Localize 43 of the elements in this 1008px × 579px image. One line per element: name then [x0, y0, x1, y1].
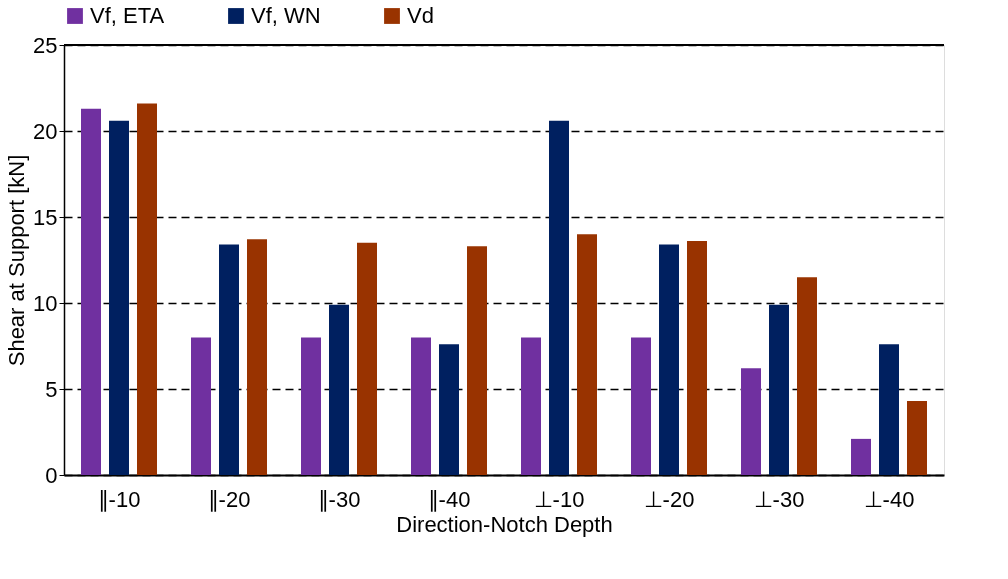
bar — [631, 337, 651, 475]
bar — [659, 244, 679, 475]
bar — [549, 120, 569, 475]
legend-label: Vd — [407, 3, 434, 28]
bar — [191, 337, 211, 475]
bar — [467, 246, 487, 475]
x-tick-label: ⊥-10 — [533, 486, 585, 512]
bar — [797, 277, 817, 475]
bar — [439, 344, 459, 475]
y-tick-label: 5 — [45, 376, 58, 402]
y-tick-label: 15 — [33, 204, 58, 230]
bar — [521, 337, 541, 475]
bar — [219, 244, 239, 475]
bar — [907, 401, 927, 475]
x-tick-label: ∥-40 — [427, 486, 471, 512]
bar — [301, 337, 321, 475]
x-tick-label: ⊥-20 — [643, 486, 695, 512]
bar — [329, 304, 349, 475]
legend-label: Vf, WN — [251, 3, 321, 28]
y-tick-label: 20 — [33, 118, 58, 144]
bar — [247, 239, 267, 475]
bar — [879, 344, 899, 475]
x-tick-label: ∥-30 — [317, 486, 361, 512]
x-axis-title: Direction-Notch Depth — [396, 511, 613, 537]
bar — [411, 337, 431, 475]
y-tick-label: 10 — [33, 290, 58, 316]
x-tick-label: ∥-10 — [97, 486, 141, 512]
bar — [357, 242, 377, 475]
bar — [137, 103, 157, 475]
y-tick-label: 0 — [45, 462, 58, 488]
legend-label: Vf, ETA — [90, 3, 165, 28]
x-tick-label: ∥-20 — [207, 486, 251, 512]
bar — [81, 108, 101, 475]
y-tick-label: 25 — [33, 32, 58, 58]
bar — [687, 241, 707, 475]
bar — [577, 234, 597, 475]
bar — [109, 120, 129, 475]
bar — [851, 438, 871, 475]
y-axis-title: Shear at Support [kN] — [4, 154, 30, 367]
bar — [769, 304, 789, 475]
x-tick-label: ⊥-40 — [863, 486, 915, 512]
bar — [741, 368, 761, 475]
x-tick-label: ⊥-30 — [753, 486, 805, 512]
